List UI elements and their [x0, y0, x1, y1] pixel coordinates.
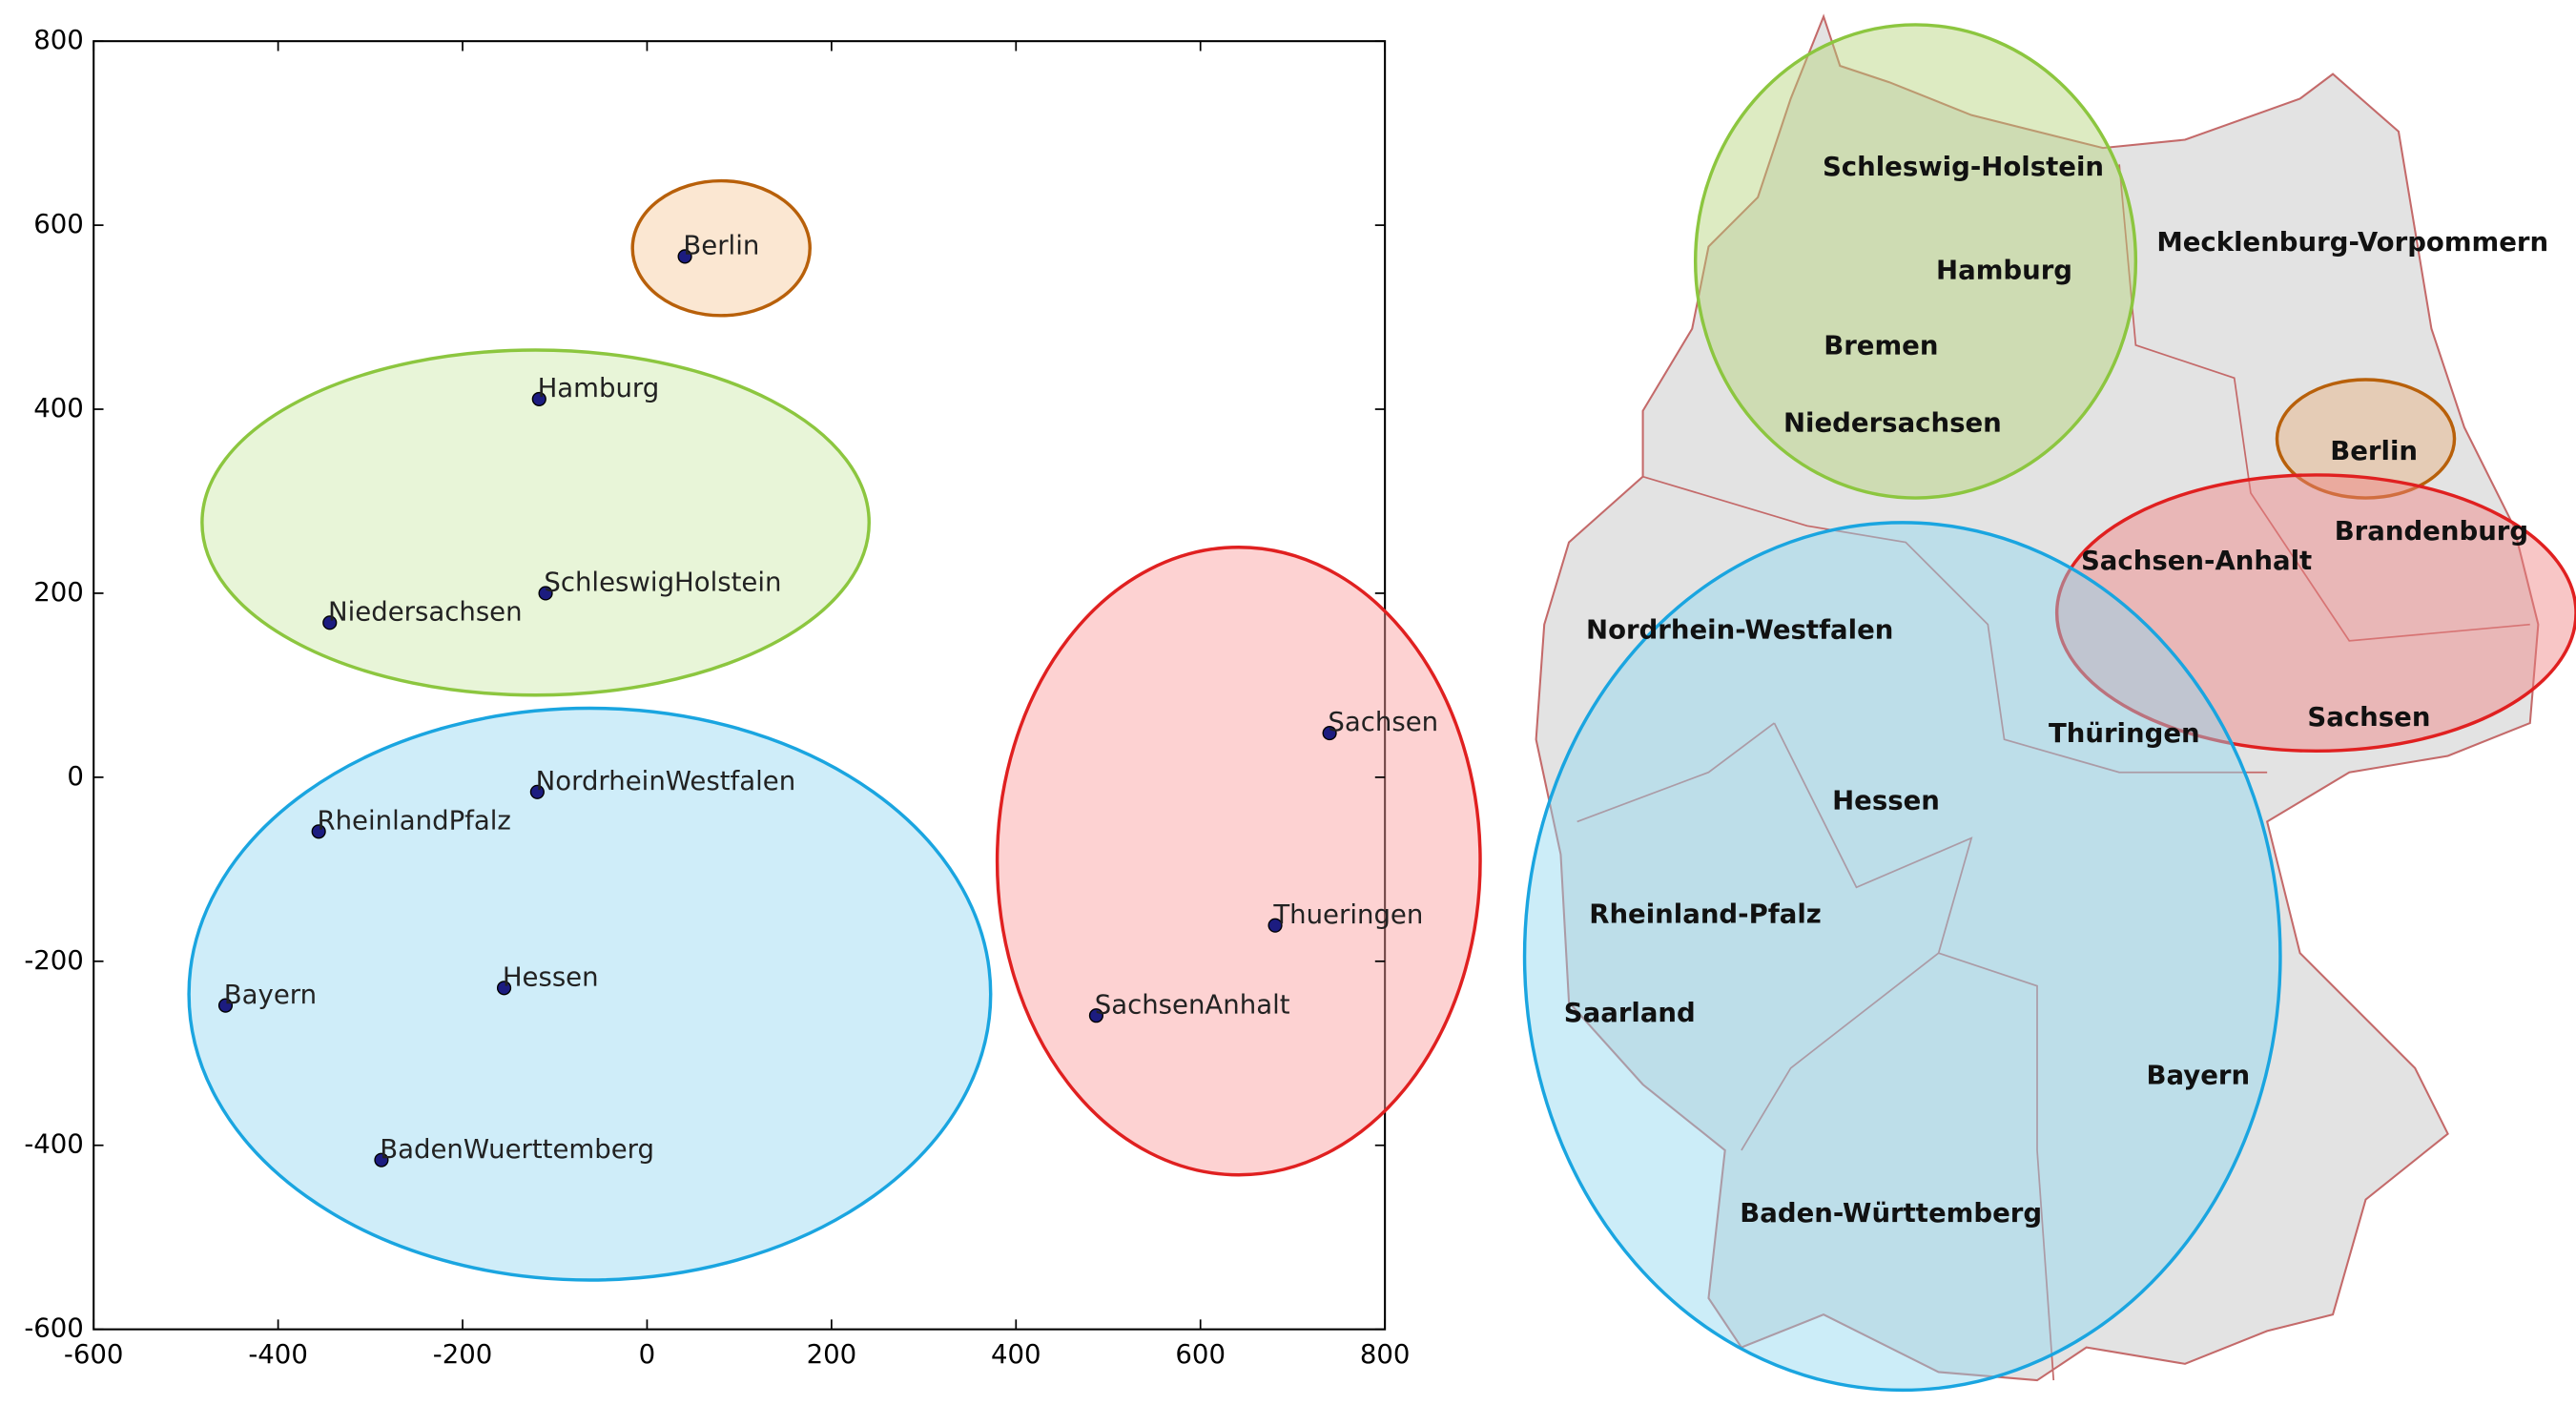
- cluster-ellipse: [200, 348, 871, 697]
- country-outline: [1535, 13, 2540, 1382]
- y-tick-label: 0: [67, 761, 84, 792]
- y-tick-label: -400: [24, 1129, 84, 1160]
- point-label: RheinlandPfalz: [317, 805, 510, 836]
- state-label: Mecklenburg-Vorpommern: [2156, 227, 2548, 258]
- point: [374, 1152, 389, 1167]
- x-tick-label: 400: [991, 1339, 1041, 1370]
- x-tick-label: 200: [807, 1339, 857, 1370]
- point-label: BadenWuerttemberg: [380, 1134, 654, 1165]
- point-label: Niedersachsen: [328, 596, 523, 627]
- scatter-chart: Berlin Hamburg SchleswigHolstein Niedersach…: [24, 25, 1482, 1370]
- x-tick-label: -600: [64, 1339, 124, 1370]
- state-label: Rheinland-Pfalz: [1589, 899, 1822, 930]
- point-label: SchleswigHolstein: [544, 568, 781, 598]
- state-border: [1577, 164, 2530, 1381]
- x-tick-label: -200: [433, 1339, 493, 1370]
- point: [531, 391, 546, 406]
- state-label: Nordrhein-Westfalen: [1586, 615, 1893, 646]
- y-tick-label: 600: [33, 209, 84, 239]
- x-tick-label: -400: [248, 1339, 308, 1370]
- point: [1322, 725, 1337, 741]
- point-label: SachsenAnhalt: [1095, 989, 1290, 1020]
- state-label: Berlin: [2330, 436, 2418, 466]
- point-label: Berlin: [683, 231, 759, 261]
- state-label: Sachsen: [2307, 702, 2430, 733]
- state-label: Thüringen: [2049, 718, 2200, 749]
- state-label: Sachsen-Anhalt: [2081, 546, 2312, 576]
- point: [1088, 1008, 1104, 1023]
- cluster-ellipse: [2275, 378, 2457, 500]
- point-label: Hamburg: [538, 373, 660, 403]
- state-label: Bayern: [2147, 1060, 2251, 1090]
- cluster-ellipse: [995, 545, 1482, 1177]
- point-label: Hessen: [503, 961, 599, 992]
- x-tick-label: 600: [1175, 1339, 1226, 1370]
- state-label: Hamburg: [1936, 255, 2072, 285]
- point: [538, 586, 553, 601]
- state-label: Baden-Württemberg: [1740, 1198, 2042, 1229]
- y-tick-label: 800: [33, 25, 84, 55]
- germany-map: Schleswig-Holstein Hamburg Mecklenburg-Vor…: [1522, 13, 2576, 1393]
- state-label: Bremen: [1824, 331, 1938, 362]
- state-label: Niedersachsen: [1783, 408, 2002, 439]
- point-label: Thueringen: [1272, 899, 1423, 930]
- y-tick-label: 400: [33, 393, 84, 424]
- cluster-ellipse: [2055, 473, 2576, 753]
- y-tick-label: -600: [24, 1313, 84, 1344]
- point-label: Bayern: [224, 980, 317, 1010]
- cluster-ellipse: [1693, 23, 2138, 500]
- point: [322, 615, 338, 630]
- x-tick-label: 800: [1360, 1339, 1411, 1370]
- point: [529, 784, 545, 799]
- plot-area: Berlin Hamburg SchleswigHolstein Niedersach…: [187, 178, 1482, 1282]
- state-label: Brandenburg: [2335, 516, 2528, 547]
- cluster-ellipse: [1522, 521, 2282, 1393]
- y-tick-label: -200: [24, 945, 84, 976]
- state-label: Hessen: [1832, 786, 1940, 816]
- state-label: Schleswig-Holstein: [1823, 152, 2104, 182]
- state-label: Saarland: [1564, 998, 1696, 1028]
- point-label: Sachsen: [1328, 707, 1438, 737]
- y-tick-label: 200: [33, 577, 84, 608]
- point: [311, 824, 326, 839]
- cluster-ellipse: [630, 178, 812, 318]
- point: [1267, 918, 1283, 933]
- cluster-ellipse: [187, 706, 993, 1282]
- point-label: NordrheinWestfalen: [536, 766, 796, 796]
- point: [677, 249, 692, 264]
- x-tick-label: 0: [639, 1339, 656, 1370]
- point: [496, 981, 512, 996]
- point: [217, 998, 234, 1013]
